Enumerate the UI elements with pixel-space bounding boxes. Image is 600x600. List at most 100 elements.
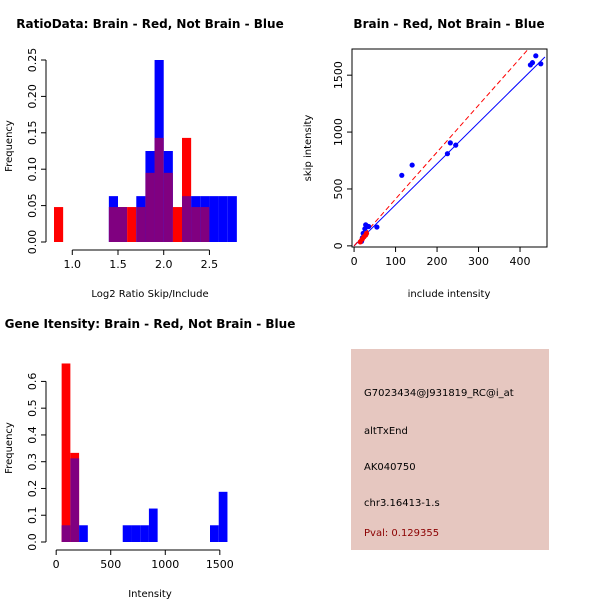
ratio-overlap-bar xyxy=(154,137,164,242)
gene-overlap-bar xyxy=(61,525,71,542)
ratio-bar xyxy=(182,137,192,242)
ratio-y-label: Frequency xyxy=(4,120,15,172)
not-brain-point xyxy=(453,142,459,148)
probe-id: G7023434@J931819_RC@i_at xyxy=(364,388,514,399)
scatter-x-tick-label: 200 xyxy=(427,255,448,268)
gene-y-tick-label: 0.1 xyxy=(26,506,39,524)
ratio-overlap-bar xyxy=(182,196,192,242)
ratio-overlap-bar xyxy=(136,207,146,242)
gene-y-tick-label: 0.3 xyxy=(26,453,39,471)
genomic-location: chr3.16413-1.s xyxy=(364,498,440,509)
info-panel: G7023434@J931819_RC@i_at altTxEnd AK0407… xyxy=(351,349,549,550)
info-panel-background xyxy=(351,349,549,550)
ratio-bar xyxy=(227,196,237,242)
ratio-bar xyxy=(209,196,219,242)
not-brain-point xyxy=(447,140,453,146)
gene-y-tick-label: 0.6 xyxy=(26,373,39,391)
ratio-x-label: Log2 Ratio Skip/Include xyxy=(91,289,208,300)
ratio-bar xyxy=(172,207,182,242)
gene-bar xyxy=(210,525,219,542)
gene-bar xyxy=(131,525,141,542)
accession: AK040750 xyxy=(364,462,416,473)
gene-x-axis: 0 500 1000 1500 xyxy=(53,549,234,571)
ratio-bars xyxy=(54,60,237,242)
gene-bar xyxy=(140,525,149,542)
ratio-overlap-bar xyxy=(191,207,201,242)
scatter-x-tick-label: 100 xyxy=(385,255,406,268)
ratio-bar xyxy=(54,207,64,242)
not-brain-point xyxy=(533,53,539,59)
not-brain-point xyxy=(362,226,368,232)
gene-overlap-bar xyxy=(70,458,80,542)
gene-histogram-panel: Gene Itensity: Brain - Red, Not Brain - … xyxy=(4,317,295,600)
ratio-overlap-bar xyxy=(118,207,128,242)
scatter-y-axis: 0 500 1000 1500 xyxy=(332,61,353,249)
ratio-y-tick-label: 0.25 xyxy=(26,48,39,73)
scatter-x-label: include intensity xyxy=(408,289,491,300)
scatter-panel: Brain - Red, Not Brain - Blue 0 100 200 300… xyxy=(303,17,548,300)
scatter-points xyxy=(357,53,544,245)
ratio-x-tick-label: 2.0 xyxy=(155,258,173,271)
not-brain-fit-line xyxy=(353,56,546,247)
ratio-y-tick-label: 0.20 xyxy=(26,84,39,109)
gene-x-tick-label: 1000 xyxy=(151,558,179,571)
gene-y-tick-label: 0.4 xyxy=(26,426,39,444)
gene-x-tick-label: 500 xyxy=(100,558,121,571)
scatter-y-tick-label: 500 xyxy=(332,178,345,199)
event-type: altTxEnd xyxy=(364,426,408,437)
not-brain-point xyxy=(409,162,415,168)
gene-y-tick-label: 0.0 xyxy=(26,533,39,551)
not-brain-point xyxy=(365,223,372,230)
ratio-x-tick-label: 2.5 xyxy=(201,258,219,271)
gene-title: Gene Itensity: Brain - Red, Not Brain - … xyxy=(5,317,296,331)
ratio-y-tick-label: 0.15 xyxy=(26,121,39,146)
gene-bar xyxy=(218,491,228,542)
gene-y-tick-label: 0.5 xyxy=(26,399,39,417)
gene-bar xyxy=(61,363,71,542)
gene-bars xyxy=(61,363,228,542)
gene-x-tick-label: 1500 xyxy=(206,558,234,571)
ratio-overlap-bar xyxy=(108,207,118,242)
ratio-x-tick-label: 1.5 xyxy=(109,258,127,271)
scatter-plot-box xyxy=(351,48,548,248)
ratio-title: RatioData: Brain - Red, Not Brain - Blue xyxy=(16,17,283,31)
not-brain-point xyxy=(399,172,405,178)
scatter-fit-lines xyxy=(353,48,546,247)
gene-y-axis: 0.0 0.1 0.2 0.3 0.4 0.5 0.6 xyxy=(26,373,47,551)
scatter-y-label: skip intensity xyxy=(303,115,314,182)
ratio-overlap-bar xyxy=(200,207,210,242)
not-brain-point xyxy=(538,61,544,67)
ratio-histogram-panel: RatioData: Brain - Red, Not Brain - Blue… xyxy=(4,17,284,300)
gene-x-tick-label: 0 xyxy=(53,558,60,571)
p-value: Pval: 0.129355 xyxy=(364,528,439,539)
ratio-overlap-bar xyxy=(145,172,155,242)
brain-fit-line xyxy=(353,48,529,247)
gene-bar xyxy=(148,508,158,542)
scatter-y-tick-label: 1000 xyxy=(332,118,345,146)
not-brain-point xyxy=(374,224,380,230)
scatter-x-tick-label: 400 xyxy=(510,255,531,268)
gene-y-label: Frequency xyxy=(4,422,15,474)
gene-bar xyxy=(122,525,132,542)
brain-point xyxy=(363,230,370,236)
ratio-bar xyxy=(127,207,137,242)
ratio-overlap-bar xyxy=(163,172,173,242)
scatter-y-tick-label: 0 xyxy=(332,242,345,249)
gene-x-label: Intensity xyxy=(128,589,172,600)
not-brain-point xyxy=(444,151,451,157)
ratio-y-tick-label: 0.00 xyxy=(26,230,39,255)
gene-bar xyxy=(79,525,88,542)
ratio-bar xyxy=(218,196,228,242)
ratio-y-tick-label: 0.10 xyxy=(26,157,39,182)
scatter-x-tick-label: 0 xyxy=(351,255,358,268)
ratio-x-axis: 1.0 1.5 2.0 2.5 xyxy=(64,249,219,271)
scatter-x-tick-label: 300 xyxy=(468,255,489,268)
ratio-x-tick-label: 1.0 xyxy=(64,258,82,271)
scatter-x-axis: 0 100 200 300 400 xyxy=(351,246,531,268)
scatter-title: Brain - Red, Not Brain - Blue xyxy=(353,17,544,31)
ratio-y-axis: 0.00 0.05 0.10 0.15 0.20 0.25 xyxy=(26,48,47,255)
gene-y-tick-label: 0.2 xyxy=(26,480,39,498)
ratio-y-tick-label: 0.05 xyxy=(26,193,39,218)
scatter-y-tick-label: 1500 xyxy=(332,61,345,89)
